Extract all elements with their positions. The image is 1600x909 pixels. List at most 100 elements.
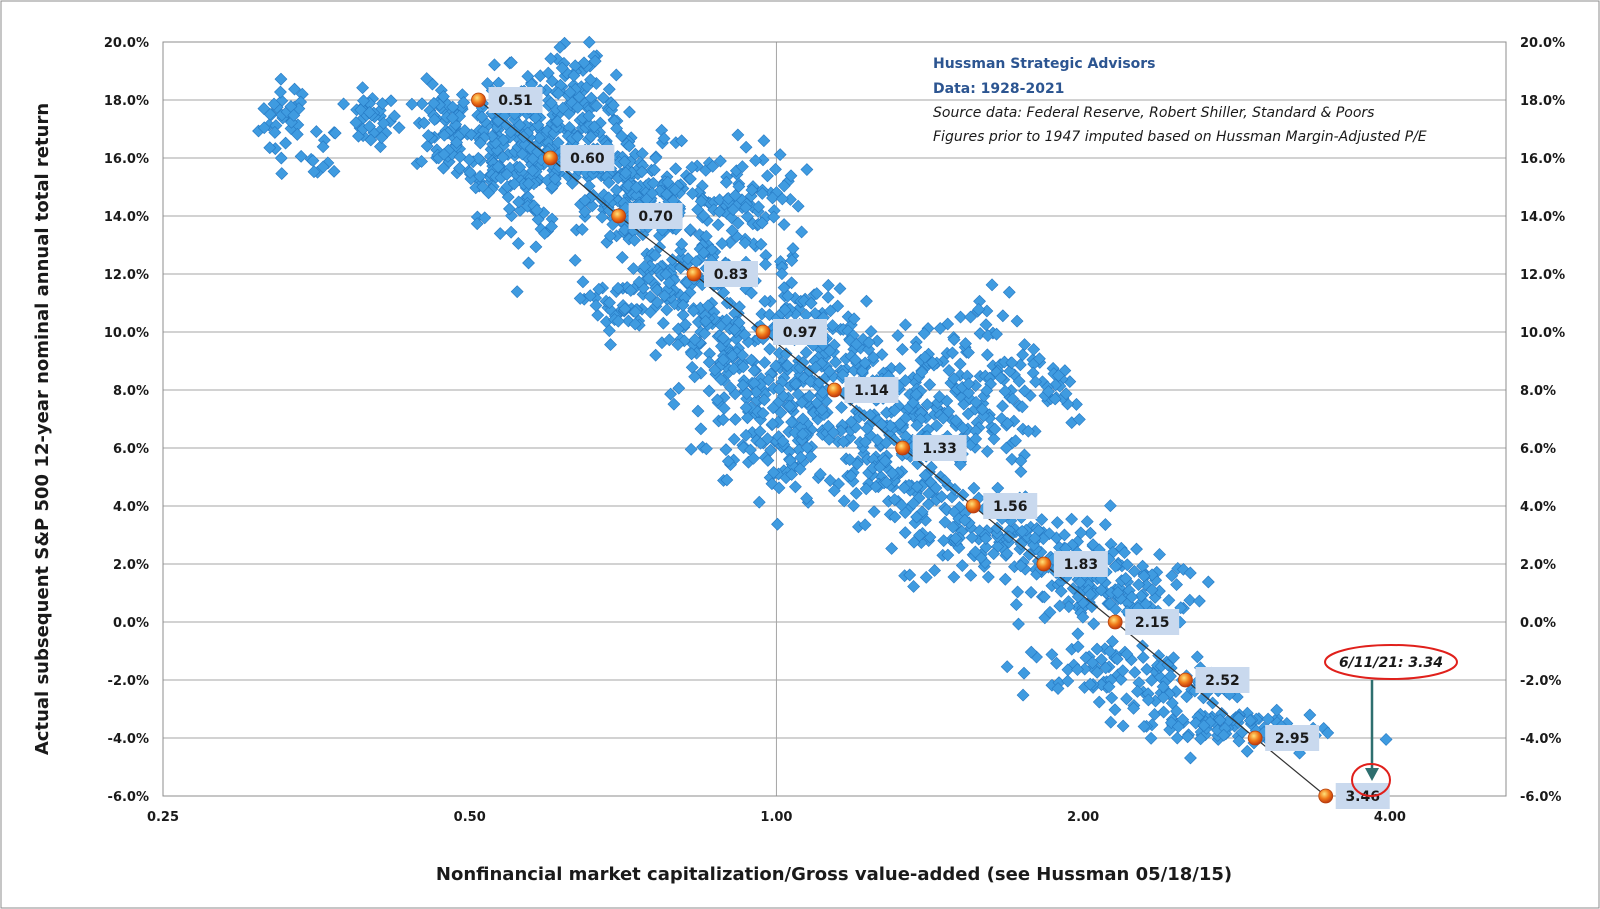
scatter-point [711,218,725,232]
scatter-point [962,386,976,400]
fit-label-box [1335,783,1390,809]
scatter-point [1197,719,1211,733]
scatter-point [648,248,662,262]
y-tick-labels-right: -6.0% -4.0% -2.0% 0.0% 2.0% 4.0% 6.0% 8.0% 10.0%… [1520,36,1565,805]
scatter-point [589,299,603,312]
scatter-point [512,195,526,209]
scatter-point [813,467,827,481]
y-tick-label: -6.0% [108,790,149,805]
scatter-point [731,216,745,230]
scatter-point [844,415,858,429]
scatter-point [1137,720,1151,733]
scatter-point [942,364,956,377]
scatter-point [731,128,745,142]
scatter-point [809,360,823,374]
scatter-point [664,387,678,401]
y-tick-labels-left: -6.0% -4.0% -2.0% 0.0% 2.0% 4.0% 6.0% 8.0% 10.0%… [104,36,149,805]
scatter-point [1014,465,1028,479]
scatter-point [1035,513,1049,526]
scatter-point [761,432,774,446]
scatter-point [1128,665,1142,679]
scatter-point [924,460,938,474]
scatter-point [786,242,800,255]
scatter-point [1051,682,1065,695]
scatter-point [688,333,702,347]
scatter-point [837,494,851,508]
scatter-point [1011,585,1025,599]
scatter-point [1132,578,1146,592]
scatter-point [893,361,907,375]
scatter-point [622,139,636,153]
scatter-point [815,403,829,417]
scatter-point [918,468,932,482]
scatter-point [669,162,683,176]
scatter-point [1162,593,1176,607]
scatter-point [684,442,698,456]
scatter-point [511,237,525,250]
scatter-point [795,225,809,239]
scatter-point [1071,663,1084,676]
fit-point-label: 1.33 [922,441,957,457]
scatter-point [972,303,986,316]
scatter-point [1052,368,1065,382]
fit-point [471,92,486,108]
scatter-point [1015,400,1029,414]
scatter-point [831,299,845,313]
scatter-point [891,329,905,343]
scatter-point [858,435,872,449]
scatter-point [420,72,434,85]
scatter-point [274,151,288,165]
scatter-point [668,183,682,197]
scatter-point [915,365,929,379]
scatter-point [776,434,790,448]
scatter-point [702,384,716,398]
scatter-point [909,387,923,401]
scatter-point [998,572,1012,586]
scatter-point [532,131,546,145]
scatter-point [837,435,850,449]
scatter-point [531,145,545,159]
scatter-point [661,175,675,189]
scatter-point [771,517,784,531]
scatter-point [1131,685,1144,698]
scatter-point [745,183,759,197]
scatter-point [969,545,982,559]
scatter-point [847,312,861,326]
scatter-point [755,186,769,200]
scatter-point [783,453,797,467]
scatter-point [274,72,288,86]
scatter-point [804,296,818,310]
scatter-point [785,468,799,481]
scatter-point [1022,548,1036,561]
scatter-point [789,377,803,391]
scatter-point [929,481,943,495]
scatter-point [990,521,1004,535]
fit-label-box [703,261,758,287]
scatter-point [501,190,515,204]
scatter-point [515,147,529,161]
scatter-point [964,568,978,582]
scatter-point [980,384,994,398]
scatter-point [611,281,625,295]
fit-point-label: 0.83 [714,267,749,283]
scatter-point [796,412,810,426]
scatter-point [764,443,778,457]
scatter-point [947,333,961,347]
scatter-point [1071,627,1085,641]
scatter-point [1240,744,1254,758]
scatter-point [679,318,692,331]
scatter-point [708,363,722,377]
scatter-point [427,96,441,110]
scatter-point [1042,385,1055,398]
scatter-point [996,399,1009,413]
scatter-point [685,347,699,361]
scatter-point [1140,662,1154,676]
scatter-point [417,116,431,130]
scatter-point [629,180,643,194]
scatter-point [457,96,471,109]
scatter-point [685,160,699,174]
x-tick-label: 4.00 [1374,810,1406,825]
scatter-point [1001,417,1015,430]
scatter-point [858,356,872,370]
scatter-point [800,163,814,176]
